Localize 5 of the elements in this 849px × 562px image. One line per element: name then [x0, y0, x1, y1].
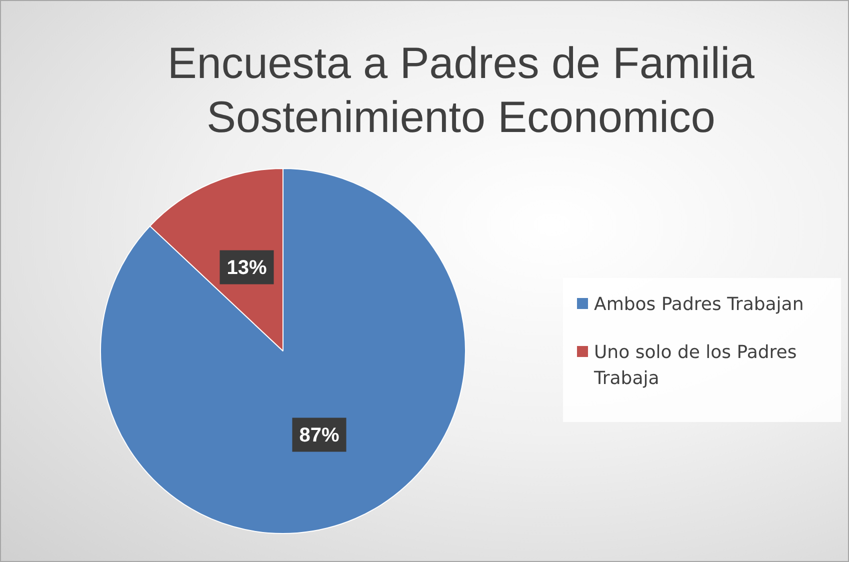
legend-label: Uno solo de los Padres Trabaja: [594, 341, 798, 391]
data-label: 87%: [299, 424, 340, 446]
data-label: 13%: [226, 256, 267, 279]
slice-label: Ambos Padres Trabajan: [594, 293, 804, 317]
chart-title: Encuesta a Padres de Familia Sostenimiento Economico: [166, 38, 756, 144]
